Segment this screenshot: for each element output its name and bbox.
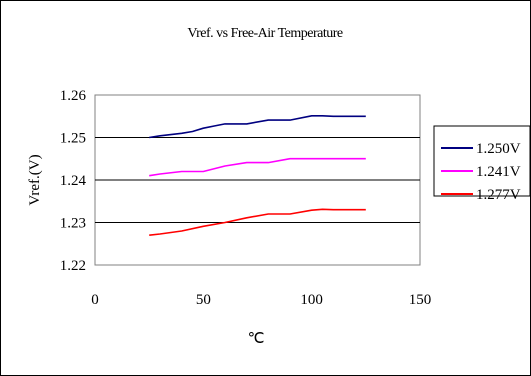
x-axis-title: ℃	[248, 331, 265, 347]
legend: 1.250V 1.241V 1.277V	[433, 125, 531, 203]
series-line-1	[149, 115, 366, 139]
y-tick-label: 1.23	[60, 216, 86, 232]
chart-title: Vref. vs Free-Air Temperature	[187, 26, 343, 41]
legend-label-2: 1.241V	[476, 164, 521, 180]
gridlines	[95, 137, 420, 223]
y-tick-label: 1.22	[60, 258, 86, 274]
legend-label-1: 1.250V	[476, 141, 521, 157]
series-lines	[149, 115, 366, 236]
legend-box	[433, 125, 531, 197]
x-tick-label: 150	[409, 292, 432, 308]
series-line-2	[149, 157, 366, 177]
x-tick-labels: 0 50 100 150	[91, 292, 431, 308]
x-tick-label: 50	[196, 292, 211, 308]
y-tick-label: 1.26	[60, 88, 87, 104]
y-tick-label: 1.25	[60, 131, 86, 147]
x-tick-label: 100	[300, 292, 323, 308]
y-tick-label: 1.24	[60, 173, 87, 189]
legend-label-3: 1.277V	[476, 187, 521, 203]
y-axis-title: Vref.(V)	[27, 154, 43, 205]
series-line-3	[149, 208, 366, 236]
x-tick-label: 0	[91, 292, 99, 308]
y-tick-labels: 1.22 1.23 1.24 1.25 1.26	[60, 88, 87, 274]
